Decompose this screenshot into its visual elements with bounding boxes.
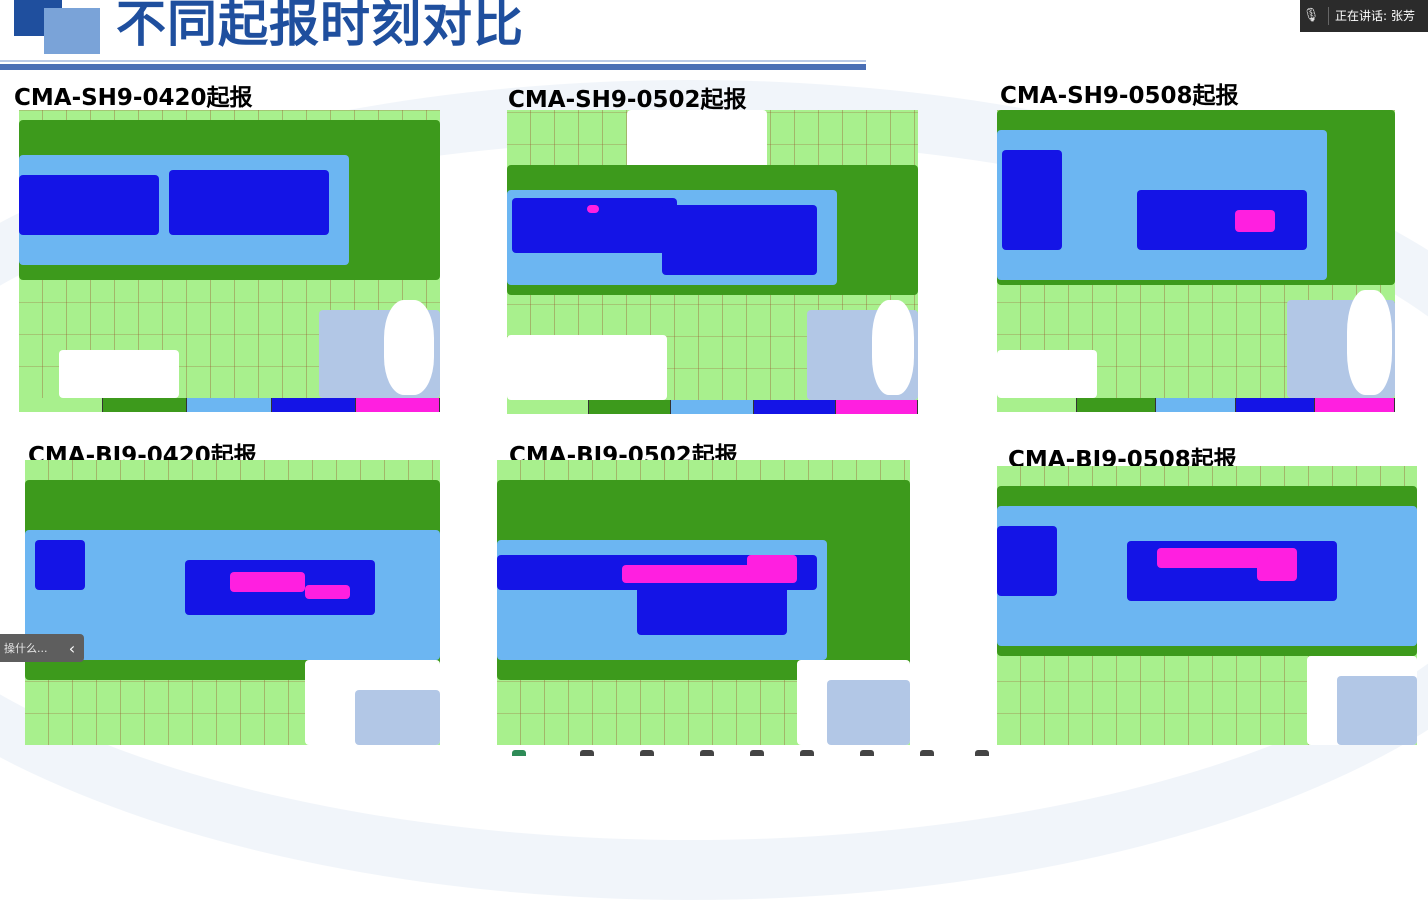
title-underline	[0, 64, 866, 70]
precip-map-bj9-0420	[25, 460, 440, 745]
side-panel-toggle[interactable]: 操什么... ‹	[0, 634, 84, 662]
meeting-toolbar-dock	[500, 748, 1020, 756]
toolbar-icon[interactable]	[860, 750, 874, 756]
precip-map-sh9-0508	[997, 110, 1395, 398]
toolbar-icon[interactable]	[800, 750, 814, 756]
colorbar-sh9-0502	[507, 400, 919, 414]
panel-label-sh9-0420: CMA-SH9-0420起报	[14, 85, 253, 111]
title-decoration-square-light	[44, 8, 100, 54]
speaker-name: 张芳	[1391, 9, 1416, 23]
slide-title: 不同起报时刻对比	[116, 0, 524, 53]
title-underline-thin	[0, 60, 866, 62]
toolbar-icon[interactable]	[640, 750, 654, 756]
colorbar-sh9-0420	[19, 398, 441, 412]
toolbar-icon[interactable]	[512, 750, 526, 756]
toolbar-icon[interactable]	[920, 750, 934, 756]
side-panel-preview-text: 操什么...	[4, 642, 48, 655]
colorbar-sh9-0508	[997, 398, 1395, 412]
panel-label-sh9-0508: CMA-SH9-0508起报	[1000, 83, 1239, 109]
toolbar-icon[interactable]	[700, 750, 714, 756]
chevron-left-icon[interactable]: ‹	[68, 638, 76, 658]
precip-map-sh9-0502	[507, 110, 918, 400]
precip-map-bj9-0508	[997, 466, 1417, 745]
toolbar-icon[interactable]	[975, 750, 989, 756]
toolbar-icon[interactable]	[580, 750, 594, 756]
precip-map-sh9-0420	[19, 110, 440, 398]
speaking-label: 正在讲话:	[1335, 9, 1388, 23]
active-speaker-bar[interactable]: 🎙 正在讲话: 张芳	[1300, 0, 1428, 32]
panel-label-sh9-0502: CMA-SH9-0502起报	[508, 87, 747, 113]
toolbar-icon[interactable]	[750, 750, 764, 756]
mic-muted-icon: 🎙	[1302, 8, 1320, 23]
speaker-bar-divider	[1328, 7, 1329, 25]
precip-map-bj9-0502	[497, 460, 910, 745]
